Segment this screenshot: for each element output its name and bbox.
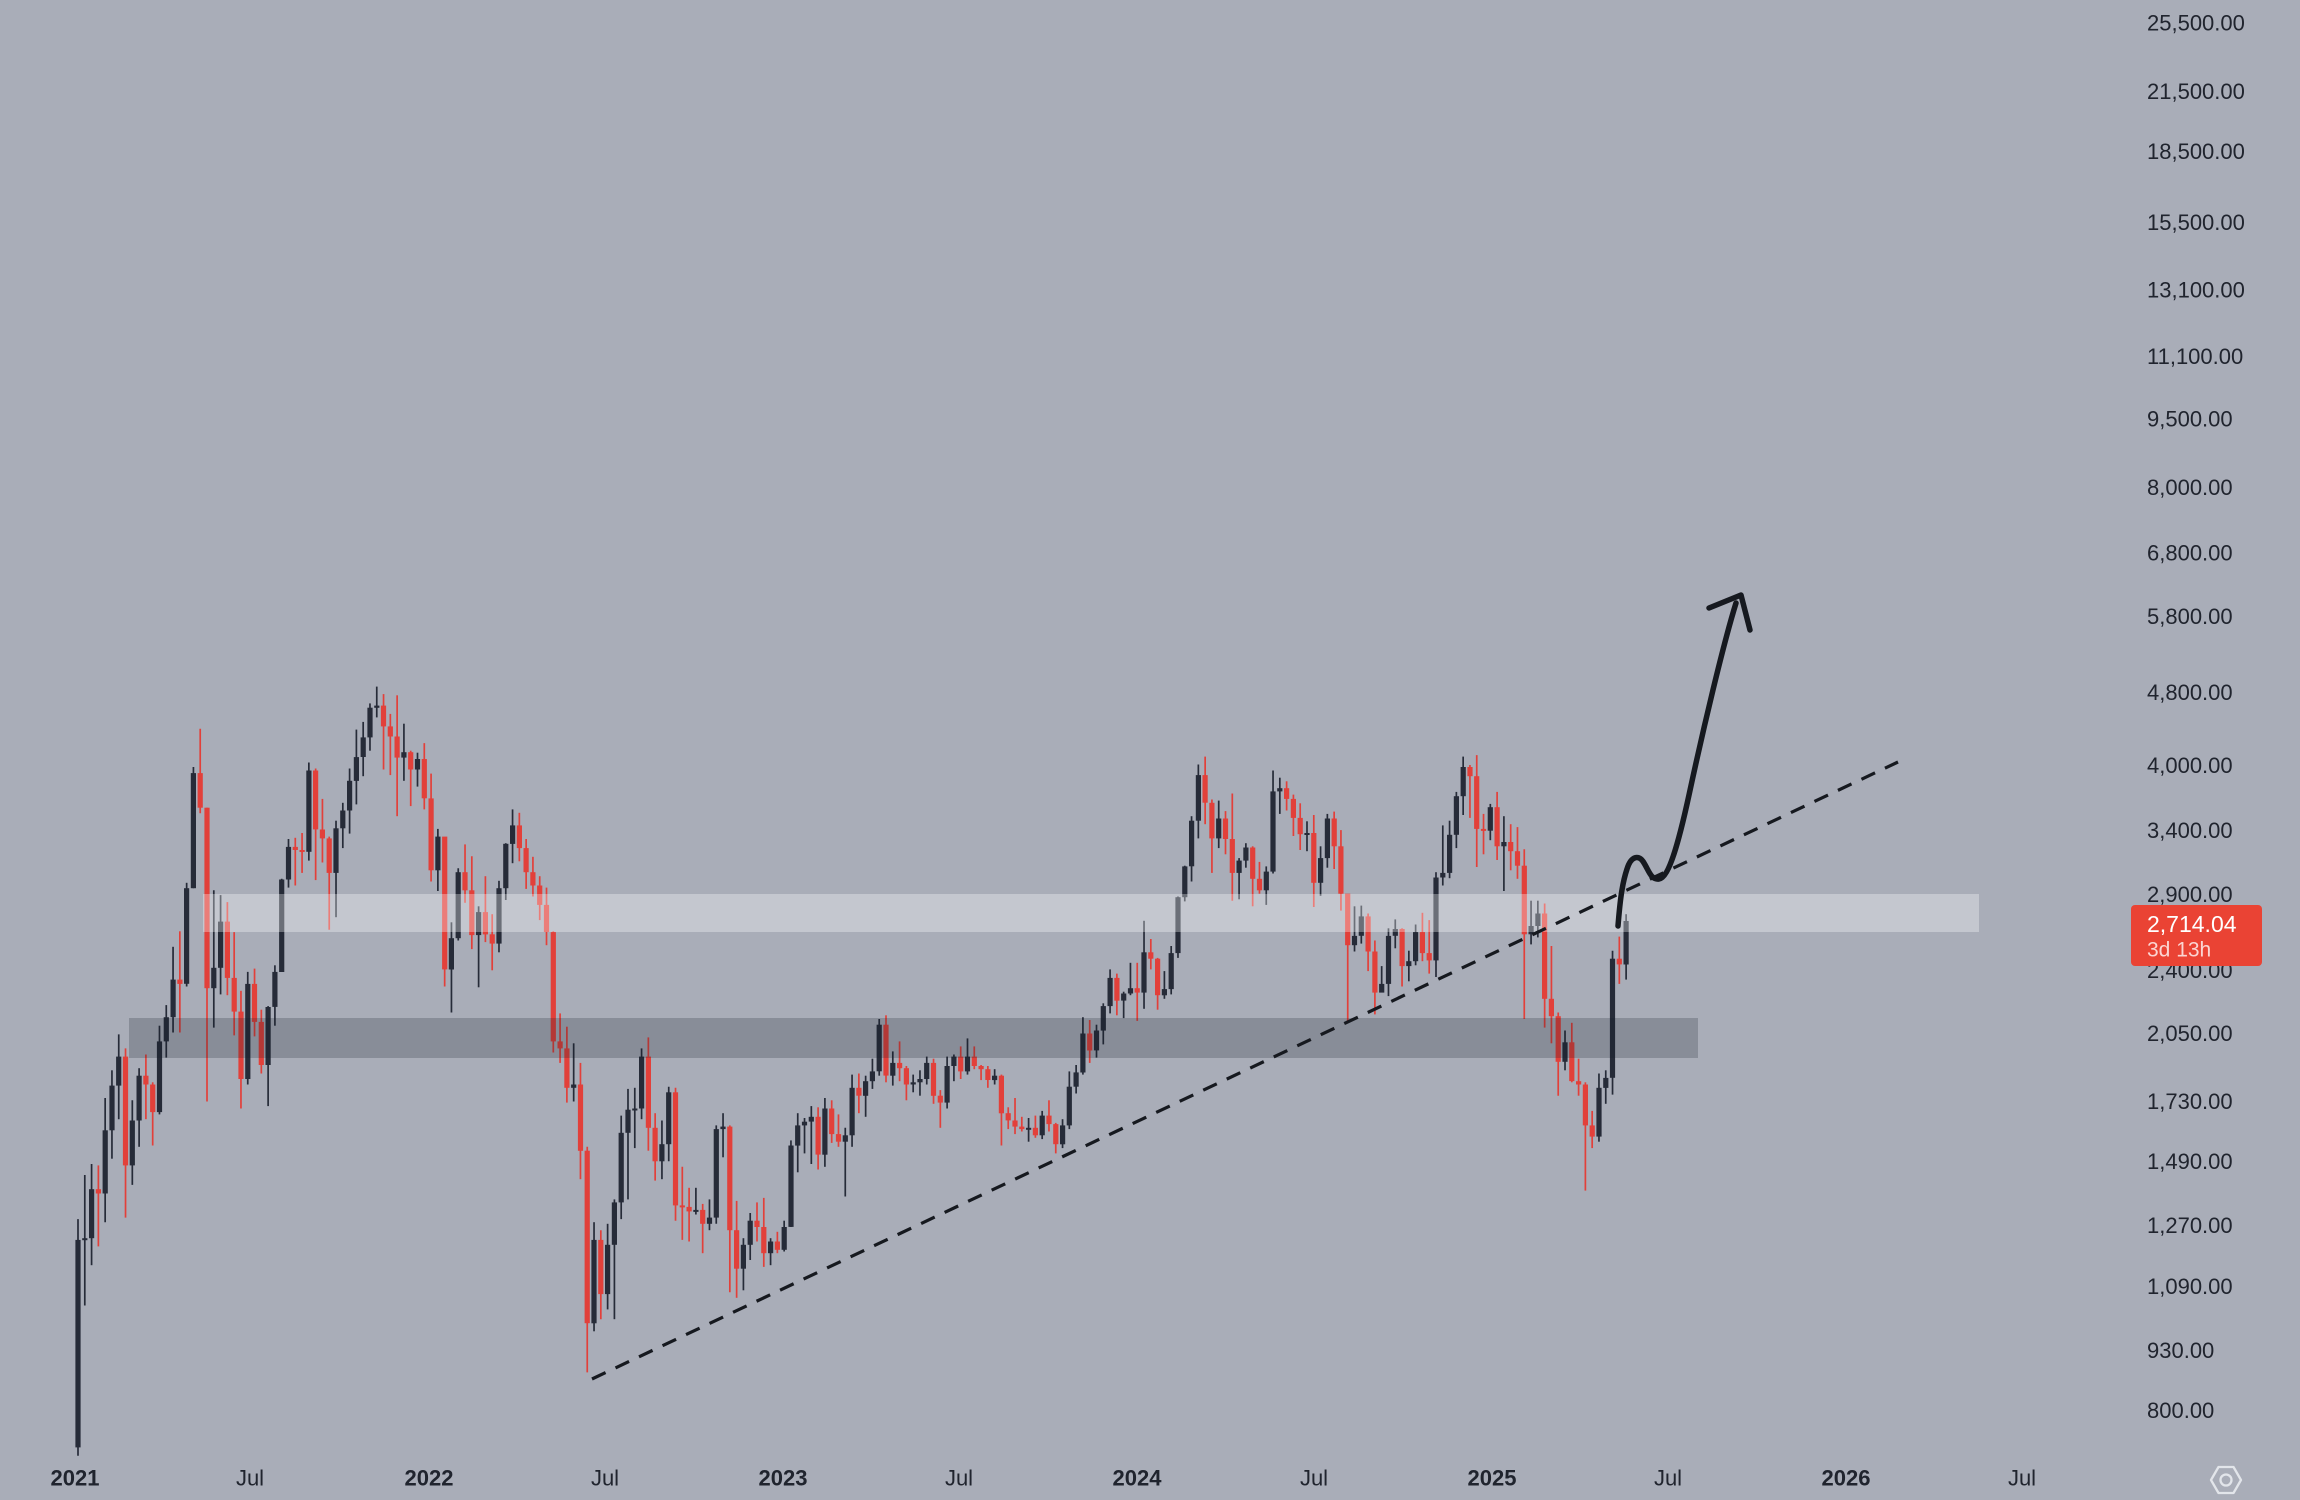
svg-text:2026: 2026	[1822, 1466, 1871, 1491]
svg-text:9,500.00: 9,500.00	[2147, 406, 2233, 431]
svg-text:2023: 2023	[759, 1466, 808, 1491]
svg-text:1,270.00: 1,270.00	[2147, 1213, 2233, 1238]
support-zone[interactable]	[129, 1018, 1698, 1058]
candles-layer[interactable]	[75, 686, 1629, 1456]
svg-text:18,500.00: 18,500.00	[2147, 139, 2245, 164]
svg-text:Jul: Jul	[591, 1466, 619, 1491]
svg-text:4,000.00: 4,000.00	[2147, 753, 2233, 778]
svg-text:11,100.00: 11,100.00	[2147, 344, 2243, 369]
svg-text:1,090.00: 1,090.00	[2147, 1274, 2233, 1299]
svg-text:13,100.00: 13,100.00	[2147, 278, 2245, 303]
price-axis[interactable]: 25,500.00 21,500.00 18,500.00 15,500.00 13,1…	[2147, 11, 2245, 1424]
svg-text:2,900.00: 2,900.00	[2147, 882, 2233, 907]
svg-text:1,490.00: 1,490.00	[2147, 1149, 2233, 1174]
svg-text:Jul: Jul	[2008, 1466, 2036, 1491]
svg-text:8,000.00: 8,000.00	[2147, 475, 2233, 500]
svg-text:Jul: Jul	[1300, 1466, 1328, 1491]
svg-text:21,500.00: 21,500.00	[2147, 79, 2245, 104]
svg-text:5,800.00: 5,800.00	[2147, 604, 2233, 629]
svg-text:1,730.00: 1,730.00	[2147, 1089, 2233, 1114]
svg-text:Jul: Jul	[945, 1466, 973, 1491]
svg-text:930.00: 930.00	[2147, 1338, 2214, 1363]
svg-text:3,400.00: 3,400.00	[2147, 818, 2233, 843]
svg-text:2024: 2024	[1113, 1466, 1163, 1491]
last-price-value: 2,714.04	[2147, 911, 2237, 937]
svg-text:Jul: Jul	[236, 1466, 264, 1491]
trendline[interactable]	[591, 760, 1899, 1381]
svg-text:4,800.00: 4,800.00	[2147, 680, 2233, 705]
svg-text:800.00: 800.00	[2147, 1398, 2214, 1423]
resistance-zone[interactable]	[203, 894, 1979, 932]
svg-text:15,500.00: 15,500.00	[2147, 210, 2245, 235]
svg-text:2025: 2025	[1468, 1466, 1517, 1491]
svg-text:25,500.00: 25,500.00	[2147, 11, 2245, 36]
svg-text:2021: 2021	[51, 1466, 100, 1491]
current-price-label: 2,714.04 3d 13h	[2131, 905, 2262, 966]
time-axis[interactable]: 2021 Jul 2022 Jul 2023 Jul 2024 Jul 2025 Jul 2026 J…	[51, 1466, 2037, 1491]
svg-text:6,800.00: 6,800.00	[2147, 540, 2233, 565]
settings-icon[interactable]	[2209, 1465, 2243, 1495]
svg-text:2022: 2022	[405, 1466, 454, 1491]
trend-arrow[interactable]	[1615, 592, 1753, 929]
svg-text:Jul: Jul	[1654, 1466, 1682, 1491]
svg-text:2,050.00: 2,050.00	[2147, 1021, 2233, 1046]
bar-countdown: 3d 13h	[2147, 939, 2211, 962]
